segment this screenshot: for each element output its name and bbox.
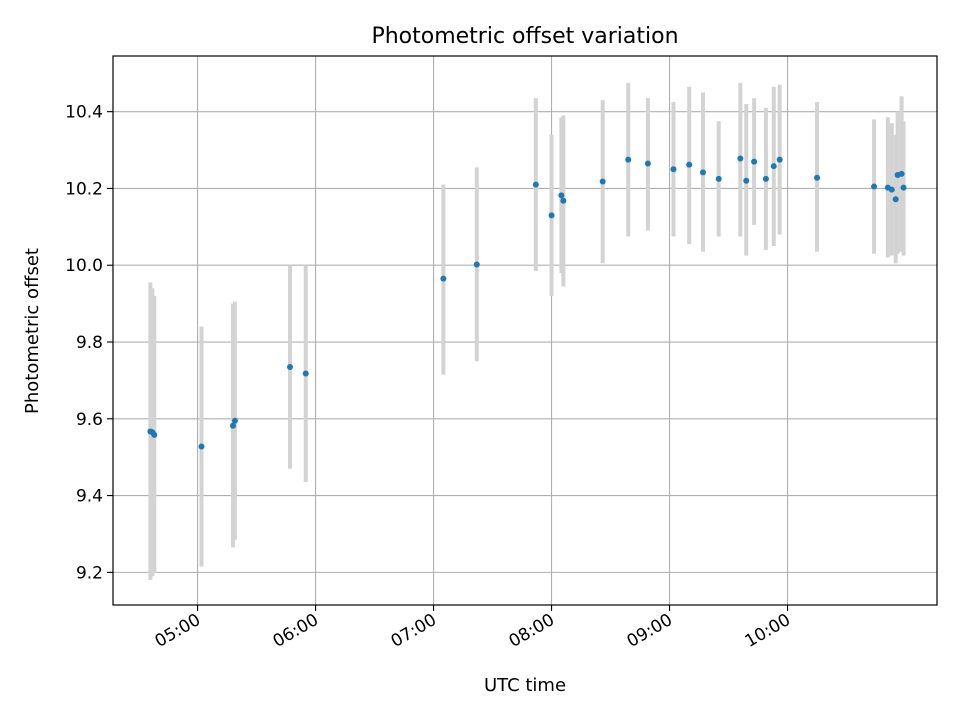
data-point [473,261,480,268]
x-axis-title: UTC time [484,675,566,696]
data-point [699,169,706,176]
x-tick-label: 10:00 [742,610,794,652]
data-point [286,363,293,370]
plot-area-frame [112,55,938,606]
data-point [302,370,309,377]
data-point [871,183,878,190]
y-tick-label: 10.2 [65,179,103,199]
x-tick-label: 05:00 [152,610,204,652]
data-point [532,181,539,188]
data-point [751,158,758,165]
x-tick-label: 09:00 [624,610,676,652]
data-point [548,212,555,219]
data-point [892,196,899,203]
x-tick-label: 08:00 [506,610,558,652]
y-axis-title: Photometric offset [22,248,43,414]
data-point [560,197,567,204]
data-point [762,175,769,182]
y-tick-label: 10.4 [65,103,103,123]
data-point [670,166,677,173]
data-point [770,163,777,170]
x-tick-label: 06:00 [270,610,322,652]
x-tick-label: 07:00 [388,610,440,652]
y-tick-label: 9.4 [76,487,103,507]
y-axis-ticks: 9.2 9.4 9.6 9.8 10.0 10.2 10.4 [65,103,113,583]
data-point [231,417,238,424]
data-point [599,178,606,185]
data-point [440,275,447,282]
data-point [686,161,693,168]
data-point [625,156,632,163]
y-tick-label: 9.6 [76,410,103,430]
data-point [776,156,783,163]
y-tick-label: 9.8 [76,333,103,353]
x-axis-ticks: 05:00 06:00 07:00 08:00 09:00 10:00 [152,605,794,652]
chart-title: Photometric offset variation [371,24,678,49]
data-points [147,155,907,450]
data-point [151,431,158,438]
data-point [644,160,651,167]
data-point [900,184,907,191]
data-point [888,186,895,193]
error-bars [148,82,906,581]
data-point [198,443,205,450]
data-point [229,422,236,429]
data-point [558,192,565,199]
y-tick-label: 9.2 [76,563,103,583]
data-point [814,174,821,181]
grid [113,56,937,605]
data-point [737,155,744,162]
data-point [743,177,750,184]
y-tick-label: 10.0 [65,256,103,276]
data-point [898,170,905,177]
data-point [715,175,722,182]
